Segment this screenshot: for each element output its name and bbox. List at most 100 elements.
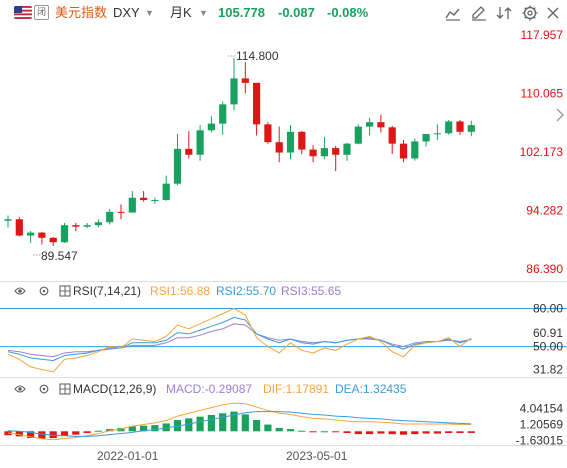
rsi-axis-tick: 60.91 xyxy=(533,326,563,340)
candle[interactable] xyxy=(140,191,148,202)
macd-bar xyxy=(332,431,340,433)
macd-bar xyxy=(83,431,91,433)
indicator-grid-icon[interactable] xyxy=(59,383,71,395)
candle[interactable] xyxy=(445,119,453,135)
candle[interactable] xyxy=(60,222,69,243)
candle[interactable] xyxy=(207,116,215,133)
macd-bar xyxy=(140,425,148,432)
close-icon[interactable] xyxy=(543,4,563,22)
dif-value: DIF:1.17891 xyxy=(263,382,330,396)
macd-bar xyxy=(286,429,295,432)
candle[interactable] xyxy=(343,142,351,161)
hide-eye-icon[interactable] xyxy=(14,383,26,395)
candlestick-chart[interactable]: 117.957 110.065 102.173 94.282 86.390 114.80… xyxy=(0,26,567,282)
dea-line xyxy=(7,411,472,437)
macd-bar xyxy=(15,431,23,437)
hide-eye-icon[interactable] xyxy=(14,285,26,297)
macd-title[interactable]: MACD(12,26,9) xyxy=(73,382,157,396)
candle[interactable] xyxy=(399,139,408,163)
macd-bar xyxy=(253,420,261,432)
candle[interactable] xyxy=(38,231,46,245)
macd-bar xyxy=(72,431,80,435)
candle[interactable] xyxy=(151,197,159,204)
macd-bar xyxy=(185,418,193,432)
macd-bar xyxy=(411,431,419,435)
candle[interactable] xyxy=(456,119,464,135)
candle[interactable] xyxy=(467,120,475,137)
candle[interactable] xyxy=(4,215,12,228)
macd-bar xyxy=(456,431,464,433)
compare-icon[interactable] xyxy=(494,4,514,22)
candle[interactable] xyxy=(433,124,441,140)
candle[interactable] xyxy=(49,237,57,246)
rsi-title[interactable]: RSI(7,14,21) xyxy=(73,284,142,298)
candle[interactable] xyxy=(128,191,136,213)
candle[interactable] xyxy=(117,204,125,220)
candle[interactable] xyxy=(106,208,114,225)
candle[interactable] xyxy=(196,125,204,161)
candle[interactable] xyxy=(94,219,102,228)
candle[interactable] xyxy=(264,122,272,144)
candle[interactable] xyxy=(388,125,396,155)
candle[interactable] xyxy=(366,117,374,136)
period-dropdown-icon[interactable]: ▼ xyxy=(199,8,208,18)
candle[interactable] xyxy=(27,231,35,243)
candle[interactable] xyxy=(219,101,227,135)
macd-bar xyxy=(207,414,215,432)
settings-gear-icon[interactable] xyxy=(520,4,540,22)
macd-bar xyxy=(151,425,159,432)
indicator-settings-gear-icon[interactable] xyxy=(38,383,50,395)
price-axis-tick: 86.390 xyxy=(526,262,563,276)
x-label-2023: 2023-05-01 xyxy=(286,449,348,463)
macd-bar xyxy=(106,429,114,432)
last-price: 105.778 xyxy=(218,5,265,20)
candle[interactable] xyxy=(332,145,340,172)
macd-legend: MACD(12,26,9) MACD:-0.29087 DIF:1.17891 … xyxy=(0,381,567,397)
price-change-percent: -0.08% xyxy=(327,5,369,20)
candle[interactable] xyxy=(411,138,419,161)
indicator-line-icon[interactable] xyxy=(443,4,463,22)
macd-bar xyxy=(128,426,136,432)
candle[interactable] xyxy=(15,217,23,237)
candle[interactable] xyxy=(275,126,283,163)
macd-bar xyxy=(219,413,227,432)
symbol-dropdown-icon[interactable]: ▼ xyxy=(145,8,154,18)
high-price-label: 114.800 xyxy=(236,49,279,63)
candle[interactable] xyxy=(354,124,362,145)
macd-bar xyxy=(162,423,170,432)
rsi3-value: RSI3:55.65 xyxy=(281,284,342,298)
us-flag-icon xyxy=(14,6,32,19)
macd-bar xyxy=(38,431,46,439)
macd-bar xyxy=(320,431,328,433)
macd-chart[interactable]: 4.04154 1.20569-1.63015 xyxy=(0,398,567,446)
period-selector[interactable]: 月K xyxy=(170,5,192,20)
macd-bar xyxy=(433,431,441,434)
time-axis: 2022-01-01 2023-05-01 xyxy=(0,447,567,467)
candle[interactable] xyxy=(320,136,328,160)
candle[interactable] xyxy=(173,134,182,186)
candle[interactable] xyxy=(241,62,249,94)
instrument-symbol[interactable]: DXY xyxy=(113,5,140,20)
candle[interactable] xyxy=(230,58,238,111)
candle[interactable] xyxy=(422,134,430,147)
rsi3-line xyxy=(7,323,472,358)
indicator-settings-gear-icon[interactable] xyxy=(38,285,50,297)
candle[interactable] xyxy=(83,222,91,229)
instrument-name[interactable]: 美元指数 xyxy=(55,5,108,20)
rsi-axis-tick: 31.82 xyxy=(533,363,563,377)
candle[interactable] xyxy=(253,82,261,136)
macd-bar xyxy=(241,414,249,432)
dea-value: DEA:1.32435 xyxy=(335,382,407,396)
candle[interactable] xyxy=(162,175,170,201)
candle[interactable] xyxy=(298,131,306,155)
indicator-grid-icon[interactable] xyxy=(59,285,71,297)
candle[interactable] xyxy=(185,131,193,159)
drawing-tool-icon[interactable] xyxy=(469,4,489,22)
candle[interactable] xyxy=(309,145,317,163)
expand-arrow-icon[interactable] xyxy=(556,108,564,122)
candle[interactable] xyxy=(286,125,295,160)
candle[interactable] xyxy=(377,114,385,133)
candle[interactable] xyxy=(72,222,80,232)
macd-bar xyxy=(399,431,408,435)
